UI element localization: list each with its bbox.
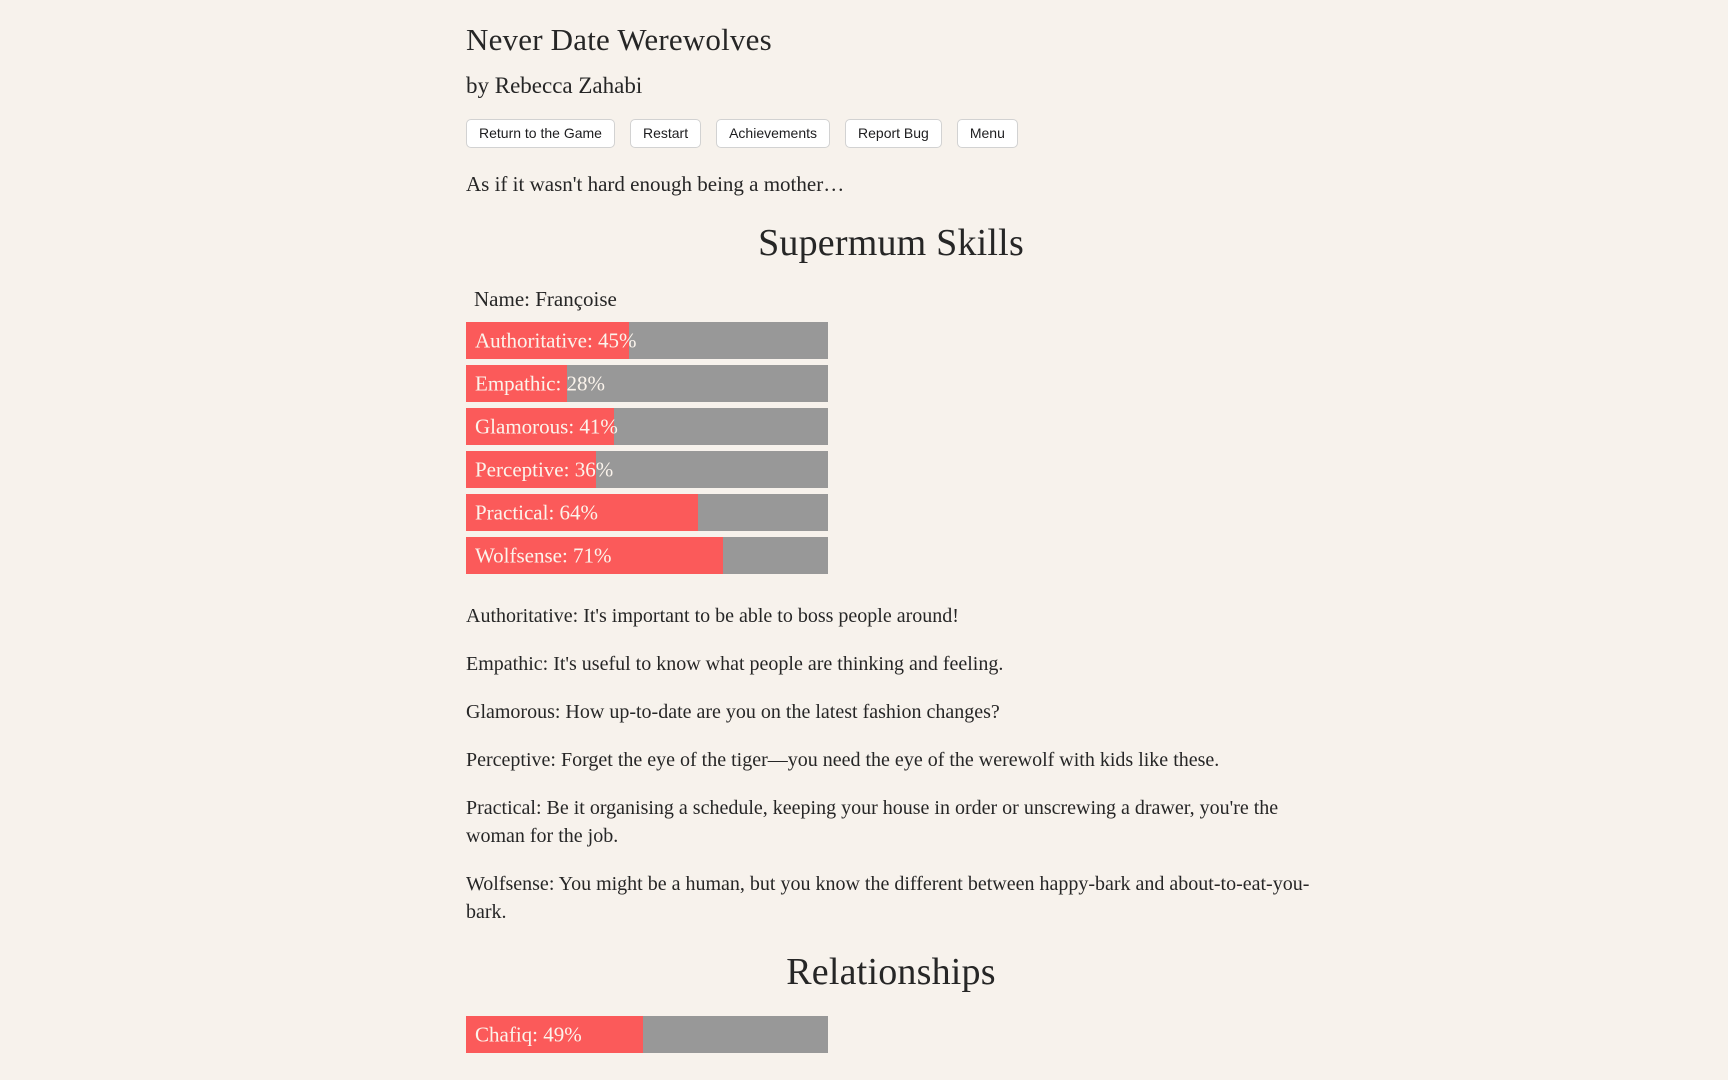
achievements-button[interactable]: Achievements [716,119,831,149]
skill-bars: Authoritative: 45% Empathic: 28% Glamorous… [466,322,1316,575]
skills-heading: Supermum Skills [758,222,1024,265]
stat-bar-label-wolfsense: Wolfsense: 71% [475,543,612,568]
stat-bar-fill-perceptive [466,451,597,489]
stat-bar-perceptive: Perceptive: 36% [466,451,828,489]
stat-bar-fill-glamorous [466,408,615,446]
stat-bar-fill-chafiq [466,1016,644,1054]
stat-bar-chafiq: Chafiq: 49% [466,1016,828,1054]
skill-description-perceptive: Perceptive: Forget the eye of the tiger—… [466,749,1220,772]
stat-bar-label-empathic: Empathic: 28% [475,371,606,396]
author-byline: by Rebecca Zahabi [466,73,643,98]
skill-description-practical: Practical: Be it organising a schedule, … [466,797,1279,848]
intro-text: As if it wasn't hard enough being a moth… [466,172,845,197]
stat-bar-label-glamorous: Glamorous: 41% [475,414,618,439]
skill-descriptions: Authoritative: It's important to be able… [466,602,1316,926]
game-title: Never Date Werewolves [466,22,772,57]
stat-bar-label-chafiq: Chafiq: 49% [475,1022,582,1047]
stat-bar-fill-authoritative [466,322,629,360]
skills-stats-block: Name: Françoise Authoritative: 45% Empath… [466,287,1316,575]
return-to-the-game-button[interactable]: Return to the Game [466,119,615,149]
restart-button[interactable]: Restart [629,119,702,149]
stat-bar-practical: Practical: 64% [466,494,828,532]
skill-description-glamorous: Glamorous: How up-to-date are you on the… [466,701,1000,724]
stat-bar-label-authoritative: Authoritative: 45% [475,328,637,353]
stat-bar-authoritative: Authoritative: 45% [466,322,828,360]
stats-screen: Never Date Werewolves by Rebecca Zahabi … [466,22,1316,1054]
skill-description-authoritative: Authoritative: It's important to be able… [466,605,959,628]
stat-bar-fill-wolfsense [466,537,724,575]
stat-bar-fill-empathic [466,365,568,403]
report-bug-button[interactable]: Report Bug [845,119,942,149]
menu-button[interactable]: Menu [956,119,1018,149]
stat-bar-label-perceptive: Perceptive: 36% [475,457,614,482]
skill-description-empathic: Empathic: It's useful to know what peopl… [466,653,1004,676]
skill-description-wolfsense: Wolfsense: You might be a human, but you… [466,873,1310,924]
relationship-bars: Chafiq: 49% [466,1016,1316,1054]
stat-bar-glamorous: Glamorous: 41% [466,408,828,446]
stat-bar-label-practical: Practical: 64% [475,500,599,525]
character-name: Name: Françoise [474,287,617,312]
toolbar: Return to the Game Restart Achievements Rep… [466,119,1316,149]
relationships-heading: Relationships [786,951,996,994]
stat-bar-empathic: Empathic: 28% [466,365,828,403]
stat-bar-fill-practical [466,494,698,532]
stat-bar-wolfsense: Wolfsense: 71% [466,537,828,575]
